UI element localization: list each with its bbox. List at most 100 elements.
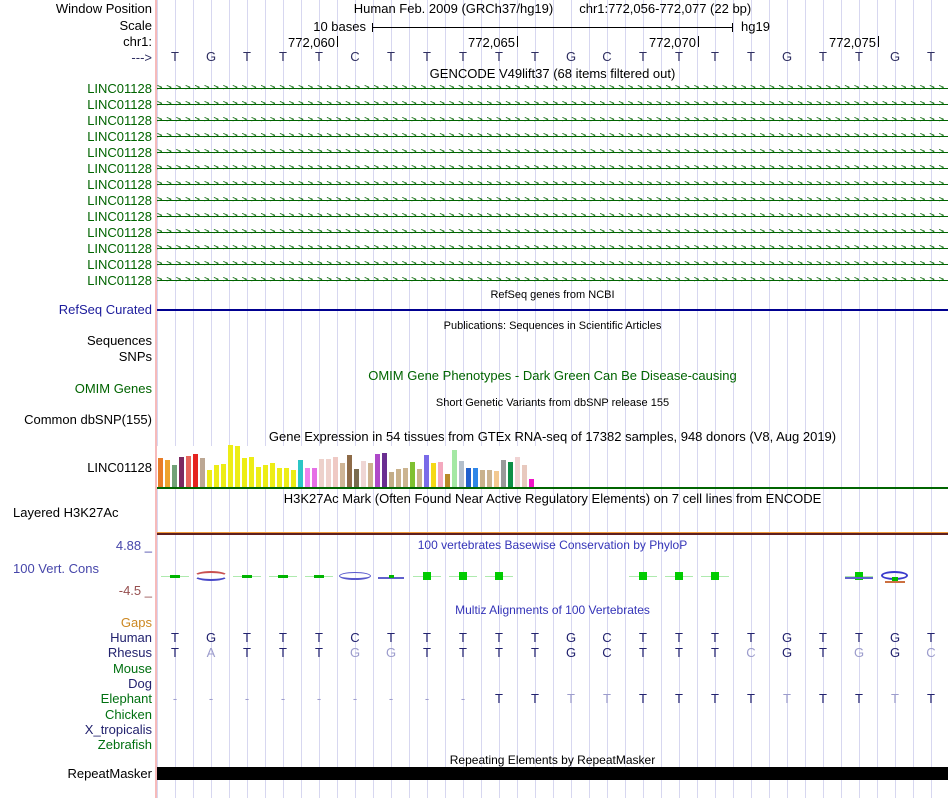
gtex-gene-label[interactable]: LINC01128 bbox=[87, 460, 152, 475]
species-label-dog[interactable]: Dog bbox=[128, 676, 152, 691]
gtex-expression-bar[interactable] bbox=[158, 458, 163, 487]
gencode-transcript-label[interactable]: LINC01128 bbox=[87, 273, 152, 288]
gtex-expression-bar[interactable] bbox=[340, 463, 345, 487]
gtex-expression-bar[interactable] bbox=[228, 445, 233, 487]
gtex-expression-bar[interactable] bbox=[473, 468, 478, 487]
species-label-x-tropicalis[interactable]: X_tropicalis bbox=[84, 722, 152, 737]
dbsnp-track-label[interactable]: Common dbSNP(155) bbox=[24, 412, 152, 427]
gtex-expression-bar[interactable] bbox=[501, 460, 506, 487]
gtex-expression-bar[interactable] bbox=[431, 463, 436, 487]
gtex-expression-bar[interactable] bbox=[438, 462, 443, 487]
gtex-expression-bar[interactable] bbox=[508, 462, 513, 487]
gtex-expression-bar[interactable] bbox=[277, 468, 282, 487]
gtex-expression-bar[interactable] bbox=[452, 450, 457, 487]
species-label-elephant[interactable]: Elephant bbox=[100, 691, 152, 706]
species-label-human[interactable]: Human bbox=[110, 630, 152, 645]
gencode-transcript-row[interactable]: >>>>>>>>>>>>>>>>>>>>>>>>>>>>>>>>>>>>>>>>… bbox=[157, 242, 948, 255]
gtex-expression-bar[interactable] bbox=[347, 455, 352, 487]
gencode-transcript-row[interactable]: >>>>>>>>>>>>>>>>>>>>>>>>>>>>>>>>>>>>>>>>… bbox=[157, 210, 948, 223]
gencode-transcript-row[interactable]: >>>>>>>>>>>>>>>>>>>>>>>>>>>>>>>>>>>>>>>>… bbox=[157, 98, 948, 111]
gencode-transcript-row[interactable]: >>>>>>>>>>>>>>>>>>>>>>>>>>>>>>>>>>>>>>>>… bbox=[157, 274, 948, 287]
gencode-transcript-row[interactable]: >>>>>>>>>>>>>>>>>>>>>>>>>>>>>>>>>>>>>>>>… bbox=[157, 226, 948, 239]
gtex-expression-bar[interactable] bbox=[284, 468, 289, 487]
gtex-expression-bar[interactable] bbox=[172, 465, 177, 487]
gtex-expression-bar[interactable] bbox=[410, 462, 415, 487]
gencode-transcript-row[interactable]: >>>>>>>>>>>>>>>>>>>>>>>>>>>>>>>>>>>>>>>>… bbox=[157, 194, 948, 207]
gtex-expression-bar[interactable] bbox=[305, 468, 310, 487]
h3k27ac-signal-line-maroon[interactable] bbox=[157, 533, 948, 535]
gencode-transcript-row[interactable]: >>>>>>>>>>>>>>>>>>>>>>>>>>>>>>>>>>>>>>>>… bbox=[157, 258, 948, 271]
gtex-expression-bar[interactable] bbox=[186, 456, 191, 487]
gtex-expression-bar[interactable] bbox=[298, 460, 303, 487]
gencode-transcript-label[interactable]: LINC01128 bbox=[87, 129, 152, 144]
gencode-transcript-label[interactable]: LINC01128 bbox=[87, 145, 152, 160]
gtex-expression-bar[interactable] bbox=[256, 467, 261, 487]
snps-track-label[interactable]: SNPs bbox=[118, 349, 152, 364]
gtex-expression-bar[interactable] bbox=[382, 453, 387, 487]
gencode-transcript-row[interactable]: >>>>>>>>>>>>>>>>>>>>>>>>>>>>>>>>>>>>>>>>… bbox=[157, 178, 948, 191]
gtex-expression-bar[interactable] bbox=[242, 458, 247, 487]
gtex-expression-bar[interactable] bbox=[480, 470, 485, 487]
gtex-expression-bar[interactable] bbox=[207, 470, 212, 487]
gencode-transcript-label[interactable]: LINC01128 bbox=[87, 257, 152, 272]
gtex-expression-bar[interactable] bbox=[249, 457, 254, 487]
gencode-transcript-row[interactable]: >>>>>>>>>>>>>>>>>>>>>>>>>>>>>>>>>>>>>>>>… bbox=[157, 130, 948, 143]
gtex-expression-bar[interactable] bbox=[368, 463, 373, 487]
gtex-expression-bar[interactable] bbox=[522, 465, 527, 487]
gtex-expression-bar[interactable] bbox=[515, 457, 520, 487]
species-label-rhesus[interactable]: Rhesus bbox=[107, 645, 152, 660]
gencode-transcript-row[interactable]: >>>>>>>>>>>>>>>>>>>>>>>>>>>>>>>>>>>>>>>>… bbox=[157, 146, 948, 159]
gencode-transcript-row[interactable]: >>>>>>>>>>>>>>>>>>>>>>>>>>>>>>>>>>>>>>>>… bbox=[157, 82, 948, 95]
species-label-chicken[interactable]: Chicken bbox=[105, 707, 152, 722]
gtex-expression-bar[interactable] bbox=[200, 458, 205, 487]
gtex-expression-bar[interactable] bbox=[424, 455, 429, 487]
phylop-track-label[interactable]: 100 Vert. Cons bbox=[13, 561, 99, 576]
h3k27ac-signal-line-orange[interactable] bbox=[157, 532, 948, 533]
species-label-mouse[interactable]: Mouse bbox=[112, 661, 152, 676]
gtex-expression-bar[interactable] bbox=[221, 464, 226, 487]
gtex-expression-bar[interactable] bbox=[312, 468, 317, 487]
species-label-zebrafish[interactable]: Zebrafish bbox=[97, 737, 152, 752]
gencode-transcript-label[interactable]: LINC01128 bbox=[87, 161, 152, 176]
gencode-transcript-row[interactable]: >>>>>>>>>>>>>>>>>>>>>>>>>>>>>>>>>>>>>>>>… bbox=[157, 162, 948, 175]
h3k27ac-track-label[interactable]: Layered H3K27Ac bbox=[13, 505, 119, 520]
repeatmasker-element[interactable] bbox=[157, 767, 948, 780]
gtex-expression-bar[interactable] bbox=[263, 465, 268, 487]
gtex-expression-bar[interactable] bbox=[487, 470, 492, 487]
gtex-expression-bar[interactable] bbox=[466, 468, 471, 487]
gtex-expression-bar[interactable] bbox=[389, 472, 394, 487]
gencode-transcript-row[interactable]: >>>>>>>>>>>>>>>>>>>>>>>>>>>>>>>>>>>>>>>>… bbox=[157, 114, 948, 127]
species-label-gaps[interactable]: Gaps bbox=[120, 615, 152, 630]
sequences-track-label[interactable]: Sequences bbox=[86, 333, 152, 348]
gencode-transcript-label[interactable]: LINC01128 bbox=[87, 209, 152, 224]
gtex-expression-bar[interactable] bbox=[291, 470, 296, 487]
gencode-transcript-label[interactable]: LINC01128 bbox=[87, 193, 152, 208]
gtex-expression-bar[interactable] bbox=[193, 454, 198, 487]
gtex-expression-bar[interactable] bbox=[403, 468, 408, 487]
gtex-expression-bar[interactable] bbox=[333, 457, 338, 487]
gtex-expression-bar[interactable] bbox=[214, 465, 219, 487]
gtex-expression-bar[interactable] bbox=[375, 454, 380, 487]
gencode-transcript-label[interactable]: LINC01128 bbox=[87, 177, 152, 192]
gtex-expression-bar[interactable] bbox=[361, 461, 366, 487]
gtex-expression-bar[interactable] bbox=[459, 461, 464, 487]
refseq-curated-element[interactable] bbox=[157, 309, 948, 311]
gtex-expression-bar[interactable] bbox=[319, 459, 324, 487]
gencode-transcript-label[interactable]: LINC01128 bbox=[87, 225, 152, 240]
omim-track-label[interactable]: OMIM Genes bbox=[74, 381, 152, 396]
gencode-transcript-label[interactable]: LINC01128 bbox=[87, 113, 152, 128]
gtex-expression-bar[interactable] bbox=[396, 469, 401, 487]
gencode-transcript-label[interactable]: LINC01128 bbox=[87, 97, 152, 112]
gtex-expression-bar[interactable] bbox=[270, 463, 275, 487]
gtex-expression-bar[interactable] bbox=[445, 474, 450, 487]
gtex-expression-bar[interactable] bbox=[494, 471, 499, 487]
gencode-transcript-label[interactable]: LINC01128 bbox=[87, 241, 152, 256]
gtex-expression-bar[interactable] bbox=[179, 457, 184, 487]
gtex-expression-bar[interactable] bbox=[165, 460, 170, 487]
gtex-expression-bar[interactable] bbox=[354, 469, 359, 487]
gtex-expression-bar[interactable] bbox=[326, 459, 331, 487]
refseq-curated-label[interactable]: RefSeq Curated bbox=[58, 302, 152, 317]
gencode-transcript-label[interactable]: LINC01128 bbox=[87, 81, 152, 96]
gtex-expression-bar[interactable] bbox=[417, 469, 422, 487]
gtex-expression-bar[interactable] bbox=[235, 446, 240, 487]
